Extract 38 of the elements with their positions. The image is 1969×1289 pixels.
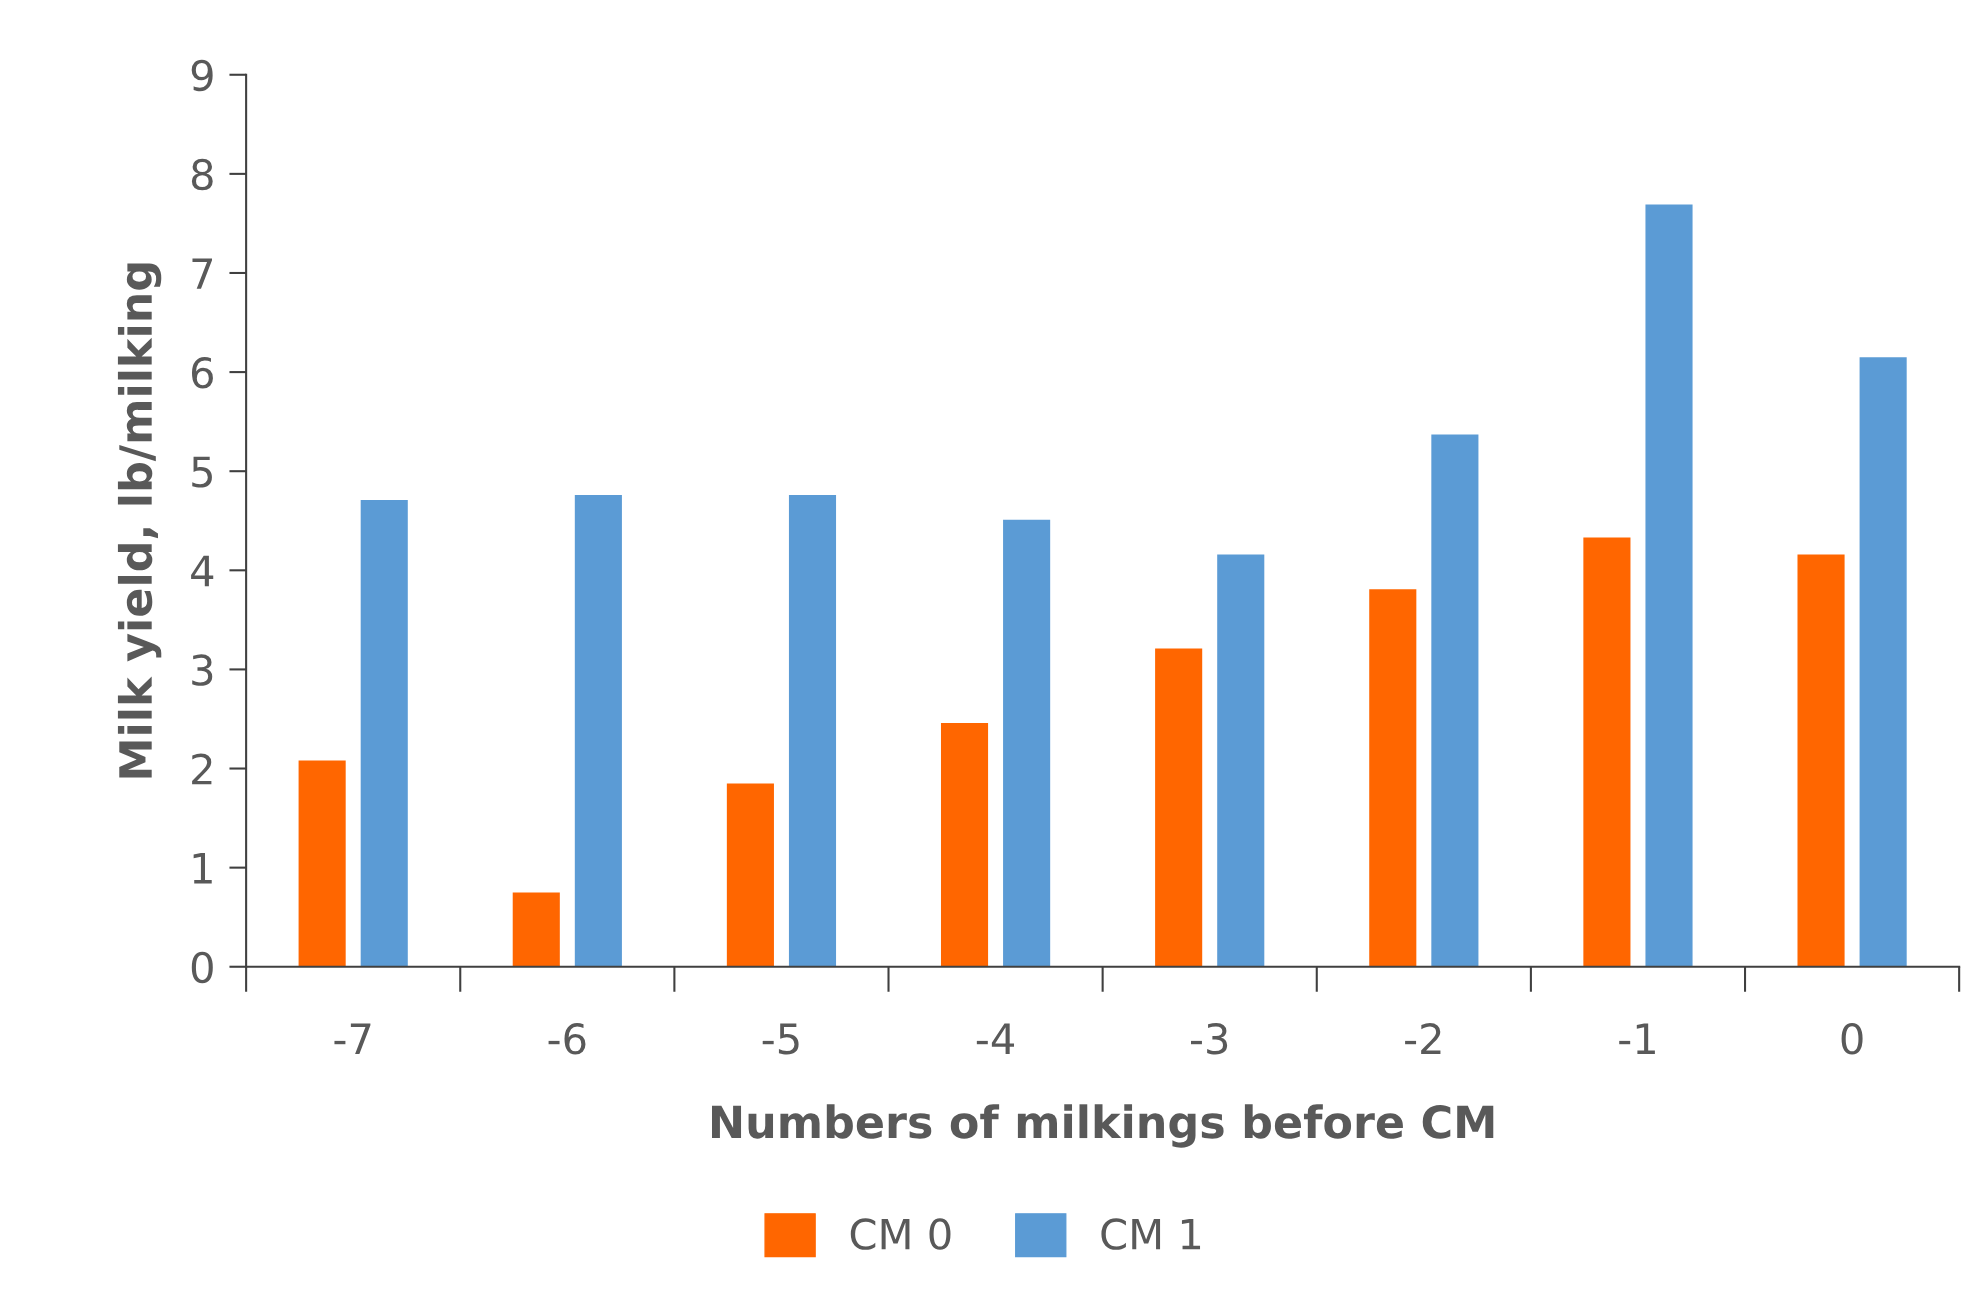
y-axis-title: Milk yield, lb/milking (117, 263, 162, 778)
x-tick-label: -2 (1405, 1023, 1441, 1054)
bar (1217, 554, 1265, 967)
x-axis-title: Numbers of milkings before CM (712, 1104, 1494, 1148)
bar (360, 499, 408, 967)
bar (574, 494, 622, 967)
y-tick-label: 5 (192, 456, 212, 488)
bar (940, 722, 989, 967)
bar (1645, 204, 1693, 967)
bar (512, 892, 560, 967)
bar (1155, 648, 1203, 967)
bar (788, 494, 837, 967)
y-tick-label: 7 (192, 258, 213, 289)
legend-label: CM 0 (850, 1218, 951, 1250)
bar (1859, 357, 1907, 967)
y-tick-label: 9 (191, 59, 213, 92)
y-tick-label: 3 (192, 654, 213, 686)
bar (1369, 589, 1417, 967)
x-tick-label: -7 (334, 1023, 371, 1054)
x-tick-label: -1 (1619, 1023, 1655, 1054)
y-tick-label: 6 (191, 357, 213, 389)
x-tick-label: -5 (762, 1023, 799, 1055)
y-tick-label: 4 (191, 555, 214, 587)
y-tick-label: 1 (193, 853, 212, 884)
bar (1797, 554, 1845, 967)
bar (1431, 434, 1479, 967)
bar (1583, 537, 1631, 967)
bar (298, 760, 346, 967)
y-tick-label: 2 (192, 753, 212, 785)
x-tick-label: -3 (1190, 1023, 1228, 1055)
y-tick-label: 8 (191, 158, 213, 191)
x-tick-label: 0 (1841, 1023, 1863, 1055)
bar (726, 783, 774, 967)
bar (1003, 519, 1051, 967)
x-tick-label: -6 (548, 1023, 586, 1055)
y-tick-label: 0 (191, 951, 213, 984)
x-tick-label: -4 (976, 1023, 1015, 1054)
legend-label: CM 1 (1101, 1218, 1201, 1250)
